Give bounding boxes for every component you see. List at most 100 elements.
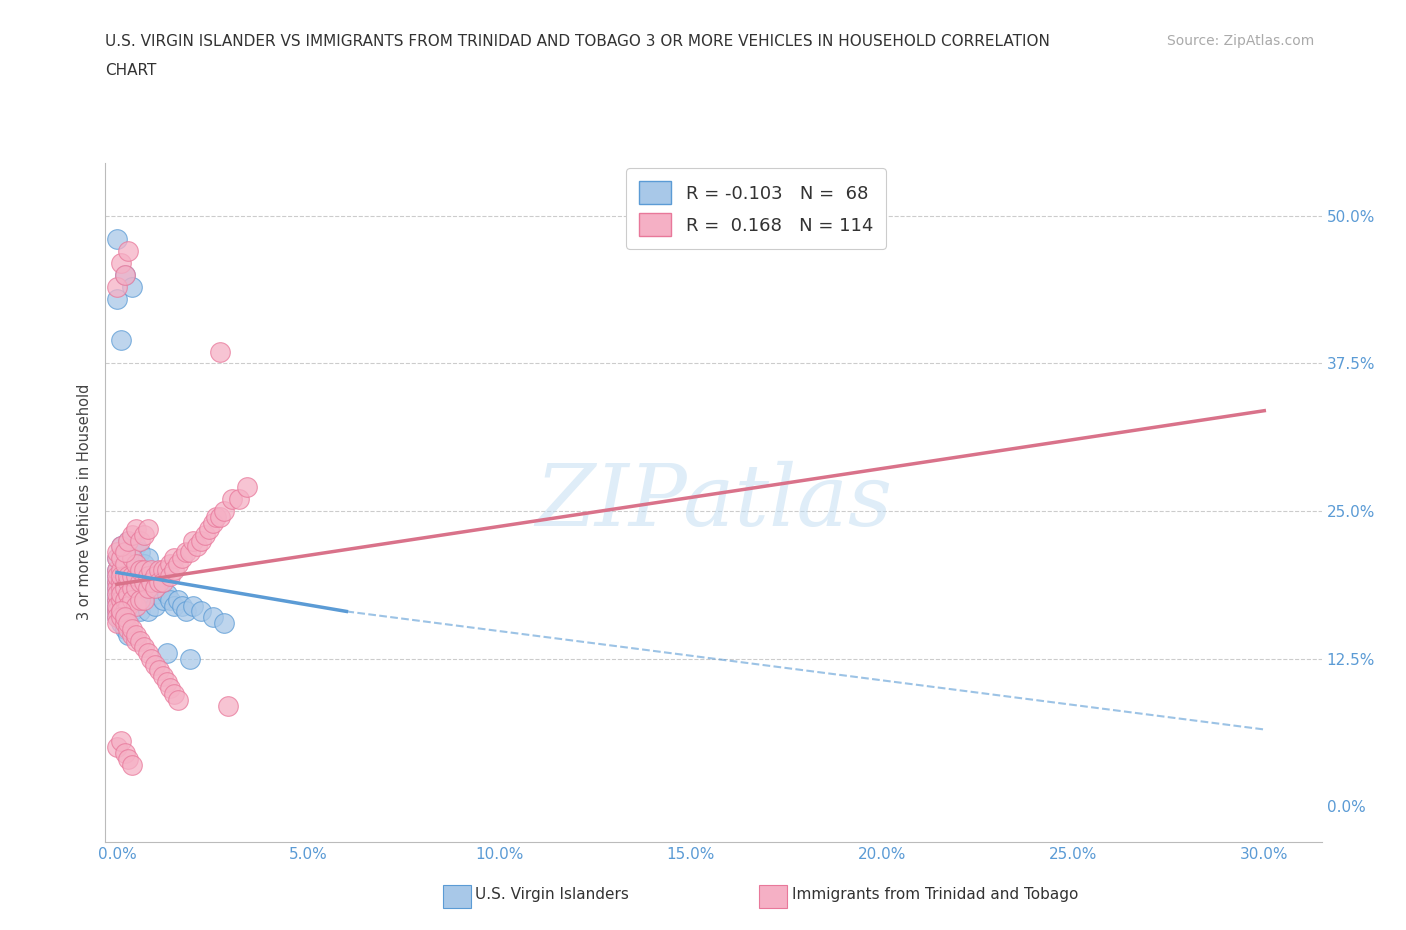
Point (117, 533, 139, 548)
Point (105, 568, 128, 583)
Point (148, 663, 170, 678)
Point (117, 568, 139, 583)
Point (110, 563, 132, 578)
Point (143, 598, 166, 613)
Point (114, 268, 136, 283)
Point (125, 522, 148, 537)
Point (170, 598, 193, 613)
Point (105, 586, 128, 601)
Point (163, 563, 186, 578)
Point (236, 480, 259, 495)
Point (167, 592, 190, 607)
Point (167, 557, 190, 572)
Point (114, 610, 136, 625)
Point (152, 575, 174, 590)
Text: U.S. VIRGIN ISLANDER VS IMMIGRANTS FROM TRINIDAD AND TOBAGO 3 OR MORE VEHICLES I: U.S. VIRGIN ISLANDER VS IMMIGRANTS FROM … (105, 34, 1050, 49)
Point (148, 575, 170, 590)
Point (159, 557, 181, 572)
Point (152, 669, 174, 684)
Point (228, 492, 250, 507)
Point (125, 592, 148, 607)
Point (159, 592, 181, 607)
Point (121, 580, 143, 595)
Point (114, 545, 136, 560)
Point (105, 610, 128, 625)
Point (117, 533, 139, 548)
Point (117, 628, 139, 643)
Point (110, 580, 132, 595)
Point (105, 551, 128, 565)
Point (183, 598, 205, 613)
Point (117, 580, 139, 595)
Point (121, 527, 143, 542)
Point (117, 568, 139, 583)
Point (221, 492, 243, 507)
Point (125, 580, 148, 595)
Point (136, 604, 159, 618)
Point (110, 604, 132, 618)
Point (132, 592, 155, 607)
Point (128, 586, 150, 601)
Point (121, 621, 143, 636)
Point (190, 604, 212, 618)
Point (110, 568, 132, 583)
Point (143, 586, 166, 601)
Point (152, 563, 174, 578)
Legend: R = -0.103   N =  68, R =  0.168   N = 114: R = -0.103 N = 68, R = 0.168 N = 114 (626, 168, 886, 249)
Point (141, 568, 163, 583)
Point (136, 522, 159, 537)
Point (110, 539, 132, 554)
Point (105, 610, 128, 625)
Point (114, 268, 136, 283)
Point (110, 616, 132, 631)
Point (114, 575, 136, 590)
Point (128, 633, 150, 648)
Point (132, 640, 155, 655)
Point (110, 332, 132, 347)
Point (170, 551, 193, 565)
Point (143, 658, 166, 672)
Point (105, 575, 128, 590)
Point (121, 279, 143, 294)
Point (163, 551, 186, 565)
Point (117, 586, 139, 601)
Point (209, 510, 232, 525)
Point (110, 539, 132, 554)
Text: Source: ZipAtlas.com: Source: ZipAtlas.com (1167, 34, 1315, 48)
Point (212, 504, 235, 519)
Text: ZIPatlas: ZIPatlas (534, 461, 893, 543)
Point (125, 628, 148, 643)
Point (105, 291, 128, 306)
Point (132, 592, 155, 607)
Point (110, 551, 132, 565)
Point (105, 551, 128, 565)
Point (105, 598, 128, 613)
Point (217, 698, 239, 713)
Point (121, 592, 143, 607)
Point (114, 621, 136, 636)
Point (136, 568, 159, 583)
Point (117, 751, 139, 766)
Point (128, 604, 150, 618)
Point (141, 651, 163, 666)
Point (121, 757, 143, 772)
Point (114, 598, 136, 613)
Point (136, 580, 159, 595)
Point (125, 539, 148, 554)
Point (141, 563, 163, 578)
Point (117, 598, 139, 613)
Point (114, 557, 136, 572)
Point (110, 604, 132, 618)
Point (114, 604, 136, 618)
Point (117, 621, 139, 636)
Point (105, 563, 128, 578)
Point (205, 510, 228, 525)
Point (121, 563, 143, 578)
Point (110, 568, 132, 583)
Point (105, 592, 128, 607)
Point (201, 610, 224, 625)
Point (110, 592, 132, 607)
Point (163, 598, 186, 613)
Text: CHART: CHART (105, 63, 157, 78)
Point (110, 734, 132, 749)
